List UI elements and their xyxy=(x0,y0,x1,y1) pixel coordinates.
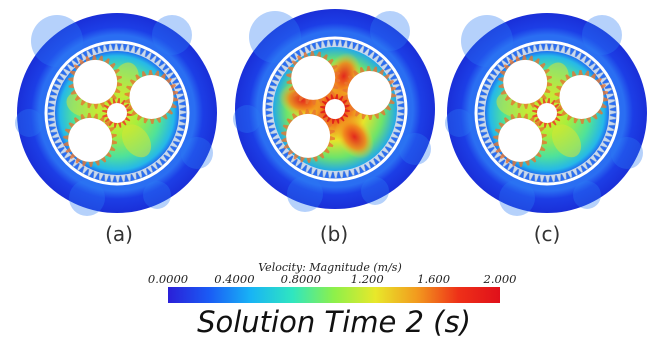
planet-gear xyxy=(503,59,548,104)
ring-eddy xyxy=(370,11,410,51)
flow-jet xyxy=(121,124,152,158)
colorbar xyxy=(168,287,500,303)
ring-eddy xyxy=(181,137,213,169)
ring-eddy xyxy=(15,109,43,137)
ring-eddy xyxy=(233,105,261,133)
ring-eddy xyxy=(445,109,473,137)
sun-gear xyxy=(107,103,127,123)
colorbar-tick-label: 0.4000 xyxy=(214,272,254,286)
panel-label-c: (c) xyxy=(534,222,561,246)
ring-eddy xyxy=(287,176,323,212)
colorbar-tick-label: 0.8000 xyxy=(281,272,321,286)
sun-gear xyxy=(325,99,345,119)
ring-eddy xyxy=(399,133,431,165)
planet-gear xyxy=(291,55,336,100)
ring-eddy xyxy=(31,15,83,67)
planet-gear xyxy=(68,117,113,162)
panel-c xyxy=(445,13,647,216)
ring-eddy xyxy=(582,15,622,55)
planet-gear xyxy=(347,70,392,115)
ring-eddy xyxy=(573,181,601,209)
panel-label-b: (b) xyxy=(320,222,348,246)
planet-gear xyxy=(129,74,174,119)
colorbar-title: Velocity: Magnitude (m/s) xyxy=(258,261,401,274)
colorbar-tick-label: 1.600 xyxy=(417,272,450,286)
ring-eddy xyxy=(69,180,105,216)
planet-gear xyxy=(73,59,118,104)
ring-eddy xyxy=(152,15,192,55)
panel-b xyxy=(233,9,435,212)
planet-gear xyxy=(498,117,543,162)
colorbar-tick-labels: 0.0000 0.4000 0.8000 1.200 1.600 2.000 xyxy=(148,272,517,286)
planet-gear xyxy=(286,113,331,158)
colorbar-tick-label: 1.200 xyxy=(351,272,384,286)
colorbar-tick-label: 0.0000 xyxy=(148,272,188,286)
housing-gap xyxy=(44,40,190,186)
panel-label-a: (a) xyxy=(105,222,133,246)
ring-eddy xyxy=(143,181,171,209)
housing-gap xyxy=(474,40,620,186)
panel-a xyxy=(15,13,217,216)
colorbar-tick-label: 2.000 xyxy=(483,272,517,286)
planet-gear xyxy=(559,74,604,119)
flow-jet xyxy=(335,114,374,159)
housing-gap xyxy=(262,36,408,182)
ring-eddy xyxy=(249,11,301,63)
sun-gear xyxy=(537,103,557,123)
solution-time-caption: Solution Time 2 (s) xyxy=(197,305,471,339)
ring-eddy xyxy=(461,15,513,67)
ring-eddy xyxy=(361,177,389,205)
flow-jet xyxy=(551,124,582,158)
ring-eddy xyxy=(499,180,535,216)
ring-eddy xyxy=(611,137,643,169)
